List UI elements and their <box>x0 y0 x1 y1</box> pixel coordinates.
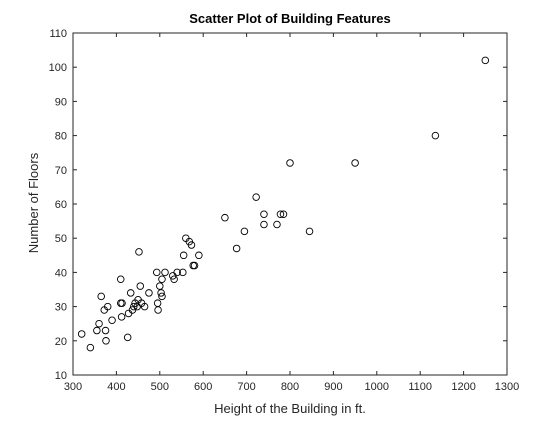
data-point <box>145 289 153 297</box>
data-point <box>95 319 103 328</box>
data-point <box>279 210 288 219</box>
data-point <box>140 302 149 311</box>
x-tick-label: 600 <box>194 381 212 393</box>
data-point <box>153 268 161 277</box>
data-points <box>77 56 490 352</box>
data-point <box>102 337 110 345</box>
y-tick-label: 50 <box>55 233 67 245</box>
x-tick-label: 500 <box>151 381 169 393</box>
data-point <box>260 210 268 219</box>
data-point <box>170 275 178 283</box>
data-point <box>123 333 132 342</box>
data-point <box>276 210 285 219</box>
data-point <box>103 302 112 311</box>
x-tick-label: 300 <box>64 381 82 393</box>
data-point <box>118 299 126 307</box>
y-tick-label: 60 <box>55 199 67 211</box>
data-point <box>187 241 196 249</box>
data-point <box>108 316 116 325</box>
data-point <box>232 244 241 253</box>
data-point <box>117 313 126 321</box>
data-point <box>97 292 105 301</box>
plot-frame <box>72 32 508 376</box>
data-point <box>124 309 133 318</box>
y-axis-title: Number of Floors <box>26 152 41 253</box>
data-point <box>153 299 162 307</box>
data-point <box>116 275 125 283</box>
data-point <box>135 248 143 256</box>
y-tick-label: 40 <box>55 267 67 279</box>
x-tick-label: 800 <box>281 381 299 393</box>
data-point <box>190 261 199 270</box>
x-tick-label: 1100 <box>408 381 432 393</box>
y-tick-label: 90 <box>55 96 67 108</box>
data-point <box>431 131 440 140</box>
x-tick-label: 1200 <box>451 381 475 393</box>
data-point <box>173 268 181 277</box>
data-point <box>86 343 95 352</box>
axes <box>72 32 508 376</box>
data-point <box>221 213 229 222</box>
x-tick-label: 1000 <box>365 381 389 393</box>
data-point <box>156 282 164 290</box>
data-point <box>126 289 135 297</box>
data-point <box>179 251 188 260</box>
data-point <box>101 326 110 335</box>
data-point <box>136 282 145 290</box>
data-point <box>273 220 281 229</box>
y-tick-label: 100 <box>49 62 67 74</box>
x-axis-title: Height of the Building in ft. <box>214 401 366 416</box>
data-point <box>481 56 490 65</box>
data-point <box>252 193 260 201</box>
ticks: 300 400 500 600 700 800 900 1000 1100 1200 1300 10 2… <box>49 28 520 393</box>
chart-title: Scatter Plot of Building Features <box>189 11 391 26</box>
x-tick-label: 900 <box>324 381 342 393</box>
y-tick-label: 110 <box>49 28 67 40</box>
data-point <box>158 275 166 283</box>
data-point <box>77 330 86 338</box>
data-point <box>179 268 187 277</box>
y-tick-label: 80 <box>55 131 67 143</box>
x-tick-label: 400 <box>107 381 125 393</box>
x-tick-label: 700 <box>237 381 255 393</box>
data-point <box>351 159 359 167</box>
data-point <box>130 302 138 311</box>
data-point <box>158 292 166 301</box>
data-point <box>286 159 294 167</box>
data-point <box>161 268 169 277</box>
y-tick-label: 20 <box>55 336 67 348</box>
y-tick-label: 70 <box>55 165 67 177</box>
x-tick-label: 1300 <box>495 381 519 393</box>
data-point <box>260 220 268 229</box>
data-point <box>240 227 249 236</box>
data-point <box>154 306 162 314</box>
data-point <box>305 227 314 236</box>
y-tick-label: 30 <box>55 302 67 314</box>
data-point <box>93 326 101 335</box>
data-point <box>157 289 165 297</box>
y-tick-label: 10 <box>55 370 67 382</box>
data-point <box>195 251 203 260</box>
